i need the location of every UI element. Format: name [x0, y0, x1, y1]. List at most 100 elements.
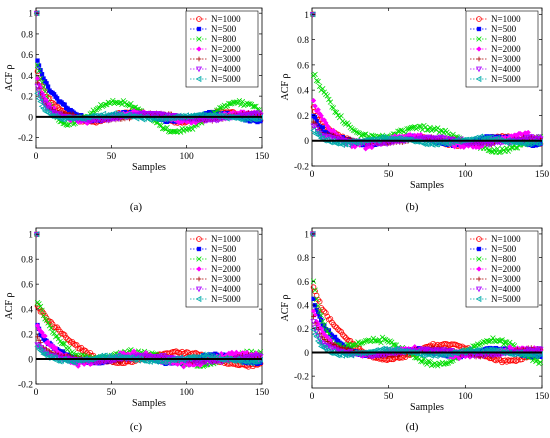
data-point	[185, 126, 191, 132]
data-point	[48, 325, 54, 331]
data-point	[427, 124, 433, 131]
data-point	[45, 84, 51, 89]
data-point	[43, 317, 50, 323]
legend-entry: N=5000	[211, 294, 241, 304]
data-point	[200, 351, 206, 358]
data-point	[310, 127, 316, 134]
data-point	[384, 141, 391, 148]
data-point	[133, 354, 141, 360]
legend-entry: N=500	[211, 244, 237, 254]
data-point	[332, 323, 338, 330]
data-point	[327, 316, 334, 322]
data-point	[162, 358, 168, 366]
y-axis-label: ACF ρ	[4, 293, 15, 320]
legend-entry: N=2000	[491, 44, 521, 54]
x-axis-label: Samples	[410, 402, 444, 413]
legend-marker	[196, 236, 202, 242]
y-tick-label: 0.4	[21, 72, 33, 82]
legend-entry: N=1000	[491, 14, 521, 24]
x-tick-label: 0	[310, 392, 315, 402]
legend-marker	[195, 286, 203, 293]
data-point	[41, 351, 48, 358]
data-point	[430, 126, 436, 132]
y-tick-label: 0.4	[297, 302, 309, 312]
y-tick-label: 1	[304, 230, 309, 240]
legend-marker	[476, 16, 482, 22]
x-tick-label: 0	[34, 152, 39, 162]
data-point	[319, 135, 326, 142]
y-tick-label: 0.4	[21, 306, 33, 316]
legend-entry: N=800	[491, 254, 517, 264]
data-point	[362, 146, 369, 152]
data-point	[445, 140, 451, 147]
data-point	[35, 95, 42, 102]
data-point	[424, 127, 430, 133]
data-point	[315, 78, 321, 85]
data-point	[395, 128, 401, 134]
data-point	[177, 129, 184, 135]
legend-entry: N=1000	[211, 14, 241, 24]
legend-marker	[476, 56, 482, 62]
legend-entry: N=3000	[491, 274, 521, 284]
data-point	[138, 111, 145, 117]
legend-marker	[196, 56, 202, 62]
legend-marker	[196, 256, 202, 262]
data-point	[353, 140, 359, 147]
y-tick-label: -0.2	[18, 381, 33, 391]
legend-marker	[196, 16, 202, 22]
legend-marker	[195, 295, 202, 303]
data-point	[85, 117, 92, 124]
data-point	[180, 363, 187, 370]
x-axis-label: Samples	[410, 180, 444, 191]
legend-entry: N=800	[211, 34, 237, 44]
data-point	[407, 125, 413, 131]
data-point	[491, 147, 498, 153]
y-tick-label: 0.8	[21, 256, 33, 266]
data-point	[523, 135, 530, 141]
data-point	[60, 341, 66, 347]
y-tick-label: 0.2	[297, 112, 309, 122]
y-axis-label: ACF ρ	[280, 295, 291, 322]
legend-marker	[475, 66, 483, 73]
data-point	[35, 88, 43, 95]
data-point	[311, 123, 319, 130]
data-point	[96, 360, 103, 366]
data-point	[425, 127, 432, 133]
data-point	[64, 336, 71, 343]
data-point	[531, 135, 538, 142]
data-point	[316, 132, 322, 140]
data-point	[164, 124, 170, 131]
data-point	[312, 115, 318, 120]
legend-entry: N=800	[211, 254, 237, 264]
data-point	[356, 130, 363, 136]
data-point	[450, 131, 456, 138]
data-point	[45, 320, 51, 326]
legend-entry: N=3000	[211, 274, 241, 284]
data-point	[40, 312, 47, 319]
data-point	[104, 101, 110, 108]
y-tick-label: 0.6	[21, 51, 33, 61]
data-point	[34, 90, 40, 97]
data-point	[318, 112, 324, 119]
data-point	[418, 123, 424, 130]
data-point	[235, 100, 241, 107]
data-point	[39, 72, 45, 77]
y-tick-label: 0.4	[297, 87, 309, 97]
data-point	[96, 105, 102, 111]
legend-entry: N=1000	[211, 234, 241, 244]
data-point	[438, 127, 444, 134]
y-tick-label: 0	[304, 137, 309, 147]
legend-marker	[196, 26, 202, 32]
data-point	[316, 83, 323, 89]
data-point	[116, 100, 122, 106]
data-point	[55, 335, 62, 342]
x-tick-label: 50	[107, 152, 117, 162]
data-point	[36, 305, 42, 312]
x-tick-label: 150	[535, 392, 550, 402]
legend-marker	[475, 75, 482, 83]
data-point	[37, 75, 44, 82]
data-point	[217, 105, 223, 111]
data-point	[37, 303, 44, 310]
